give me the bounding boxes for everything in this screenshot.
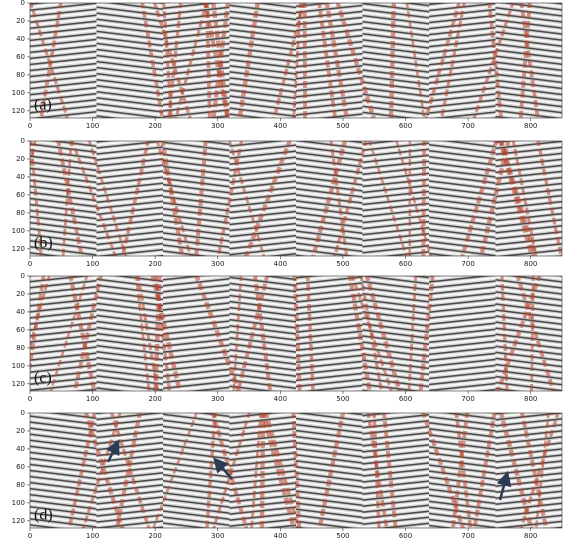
seismic-image — [17, 274, 563, 393]
y-tick-label: 40 — [16, 308, 25, 316]
reflector-texture — [230, 3, 298, 118]
x-tick-label: 300 — [211, 260, 224, 268]
x-tick-label: 100 — [86, 532, 99, 540]
y-tick-label: 120 — [12, 380, 25, 388]
panel-label: (d) — [34, 507, 53, 524]
seismic-image — [30, 1, 563, 120]
x-tick-label: 100 — [86, 260, 99, 268]
x-tick-label: 700 — [461, 532, 474, 540]
seismic-image — [13, 139, 563, 258]
x-tick-label: 0 — [28, 122, 32, 130]
x-tick-label: 0 — [28, 395, 32, 403]
y-tick-label: 20 — [16, 427, 25, 435]
y-tick-label: 40 — [16, 173, 25, 181]
reflector-texture — [230, 141, 298, 256]
x-tick-label: 800 — [524, 122, 537, 130]
panel-label: (b) — [34, 235, 53, 252]
y-tick-label: 0 — [21, 137, 25, 145]
y-tick-label: 60 — [16, 191, 25, 199]
x-tick-label: 500 — [336, 122, 349, 130]
x-tick-label: 400 — [274, 532, 287, 540]
x-tick-label: 800 — [524, 260, 537, 268]
y-tick-label: 100 — [12, 499, 25, 507]
x-tick-label: 400 — [274, 260, 287, 268]
x-tick-label: 100 — [86, 395, 99, 403]
x-tick-label: 200 — [148, 122, 161, 130]
y-tick-label: 120 — [12, 107, 25, 115]
reflector-texture — [429, 276, 497, 391]
x-tick-label: 700 — [461, 122, 474, 130]
reflector-texture — [429, 3, 497, 118]
x-tick-label: 800 — [524, 532, 537, 540]
x-tick-label: 200 — [148, 395, 161, 403]
y-tick-label: 120 — [12, 517, 25, 525]
x-tick-label: 500 — [336, 260, 349, 268]
y-tick-label: 20 — [16, 155, 25, 163]
reflector-texture — [363, 3, 431, 118]
x-tick-label: 600 — [399, 260, 412, 268]
y-tick-label: 120 — [12, 245, 25, 253]
y-tick-label: 0 — [21, 0, 25, 7]
y-tick-label: 100 — [12, 362, 25, 370]
x-tick-label: 700 — [461, 395, 474, 403]
x-tick-label: 300 — [211, 395, 224, 403]
panel-label: (a) — [34, 97, 52, 114]
panel-label: (c) — [34, 370, 52, 387]
y-tick-label: 60 — [16, 463, 25, 471]
x-tick-label: 200 — [148, 532, 161, 540]
y-tick-label: 60 — [16, 53, 25, 61]
x-tick-label: 800 — [524, 395, 537, 403]
x-tick-label: 0 — [28, 260, 32, 268]
y-tick-label: 60 — [16, 326, 25, 334]
y-tick-label: 0 — [21, 409, 25, 417]
x-tick-label: 200 — [148, 260, 161, 268]
x-tick-label: 100 — [86, 122, 99, 130]
x-tick-label: 0 — [28, 532, 32, 540]
y-tick-label: 0 — [21, 272, 25, 280]
y-tick-label: 40 — [16, 445, 25, 453]
x-tick-label: 300 — [211, 532, 224, 540]
x-tick-label: 600 — [399, 122, 412, 130]
reflector-texture — [363, 141, 431, 256]
seismic-image — [30, 411, 563, 530]
x-tick-label: 500 — [336, 532, 349, 540]
y-tick-label: 20 — [16, 17, 25, 25]
y-tick-label: 80 — [16, 481, 25, 489]
reflector-texture — [363, 413, 431, 528]
y-tick-label: 40 — [16, 35, 25, 43]
reflector-texture — [296, 3, 364, 118]
reflector-texture — [163, 276, 231, 391]
reflector-texture — [296, 276, 364, 391]
x-tick-label: 700 — [461, 260, 474, 268]
x-tick-label: 500 — [336, 395, 349, 403]
y-tick-label: 100 — [12, 89, 25, 97]
y-tick-label: 100 — [12, 227, 25, 235]
x-tick-label: 600 — [399, 395, 412, 403]
x-tick-label: 600 — [399, 532, 412, 540]
x-tick-label: 400 — [274, 122, 287, 130]
y-tick-label: 20 — [16, 290, 25, 298]
x-tick-label: 300 — [211, 122, 224, 130]
x-tick-label: 400 — [274, 395, 287, 403]
y-tick-label: 80 — [16, 71, 25, 79]
y-tick-label: 80 — [16, 344, 25, 352]
y-tick-label: 80 — [16, 209, 25, 217]
